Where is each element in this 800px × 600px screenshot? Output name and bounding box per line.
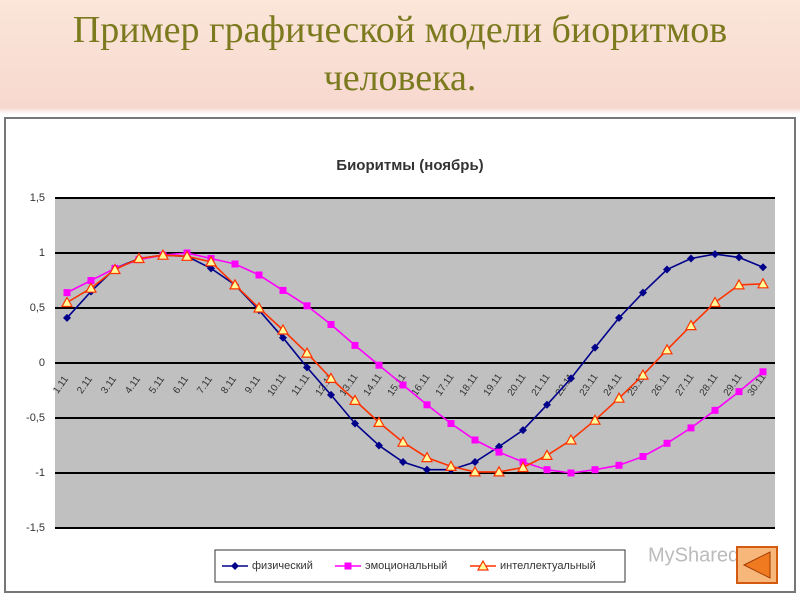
data-point	[615, 461, 623, 469]
data-point	[279, 333, 287, 342]
data-point	[663, 439, 671, 447]
data-point	[687, 254, 695, 263]
legend-label: физический	[252, 560, 313, 572]
data-point	[87, 277, 95, 284]
data-point	[327, 390, 335, 399]
data-point	[351, 341, 359, 349]
data-point	[228, 278, 242, 290]
data-point	[684, 319, 698, 331]
y-tick-label: -1,5	[26, 522, 45, 534]
data-point	[303, 302, 311, 310]
data-point	[375, 441, 383, 450]
data-point	[372, 416, 386, 427]
data-point	[735, 388, 743, 396]
data-point	[516, 461, 530, 473]
data-point	[423, 465, 431, 474]
legend-label: эмоциональный	[365, 560, 447, 572]
data-point	[564, 433, 578, 445]
data-point	[180, 250, 194, 261]
data-point	[303, 363, 311, 372]
data-point	[279, 286, 287, 294]
data-point	[639, 288, 647, 297]
data-point	[711, 250, 719, 259]
data-point	[60, 296, 74, 308]
data-point	[420, 451, 434, 463]
data-point	[540, 449, 554, 460]
data-point	[156, 248, 170, 260]
data-point	[399, 458, 407, 466]
nav-arrow	[742, 551, 771, 579]
data-point	[663, 265, 671, 274]
data-point	[348, 394, 362, 405]
data-point	[423, 401, 431, 409]
data-point	[252, 301, 266, 313]
data-point	[375, 361, 383, 369]
data-point	[471, 436, 479, 444]
data-point	[759, 263, 767, 272]
data-point	[636, 368, 650, 380]
slide-title: Пример графической модели биоритмов чело…	[72, 9, 728, 99]
y-tick-label: 0	[39, 357, 45, 369]
data-point	[639, 453, 647, 460]
data-point	[204, 255, 218, 267]
data-point	[591, 466, 599, 474]
data-point	[615, 313, 623, 322]
legend-marker	[231, 562, 239, 570]
chart-title: Биоритмы (ноябрь)	[336, 157, 483, 174]
data-point	[351, 419, 359, 428]
data-point	[132, 252, 146, 264]
data-point	[591, 343, 599, 352]
legend-marker	[476, 559, 490, 571]
data-point	[732, 278, 746, 290]
series-line	[66, 254, 764, 473]
legend-label: интеллектуальный	[500, 560, 596, 572]
data-point	[495, 448, 503, 456]
data-point	[660, 343, 674, 355]
data-point	[327, 321, 335, 328]
series-line	[66, 252, 764, 474]
data-point	[399, 381, 407, 389]
data-point	[567, 374, 575, 383]
data-point	[612, 391, 626, 403]
data-point	[492, 465, 506, 477]
legend-marker	[344, 562, 352, 570]
data-point	[255, 271, 263, 279]
data-point	[324, 372, 338, 383]
data-point	[468, 465, 482, 477]
data-point	[447, 420, 455, 427]
watermark: MyShared	[648, 544, 739, 566]
data-point	[108, 263, 122, 275]
data-point	[735, 253, 743, 262]
data-point	[84, 281, 98, 293]
data-point	[276, 323, 290, 335]
y-tick-label: 0,5	[30, 302, 45, 314]
y-tick-label: -0,5	[26, 412, 45, 424]
data-point	[567, 469, 575, 477]
y-tick-label: -1	[35, 467, 45, 479]
data-point	[519, 426, 527, 435]
data-point	[711, 406, 719, 414]
data-point	[687, 424, 695, 432]
data-point	[63, 289, 71, 297]
data-point	[63, 313, 71, 322]
data-point	[444, 460, 458, 471]
data-point	[588, 413, 602, 425]
data-point	[396, 435, 410, 447]
legend	[214, 549, 626, 583]
data-point	[471, 458, 479, 466]
y-tick-label: 1	[39, 247, 45, 259]
data-point	[756, 277, 770, 289]
data-point	[708, 296, 722, 308]
data-point	[300, 346, 314, 358]
data-point	[231, 260, 239, 268]
data-point	[543, 466, 551, 474]
y-tick-label: 1,5	[30, 192, 45, 204]
data-point	[543, 400, 551, 409]
data-point	[759, 368, 767, 376]
